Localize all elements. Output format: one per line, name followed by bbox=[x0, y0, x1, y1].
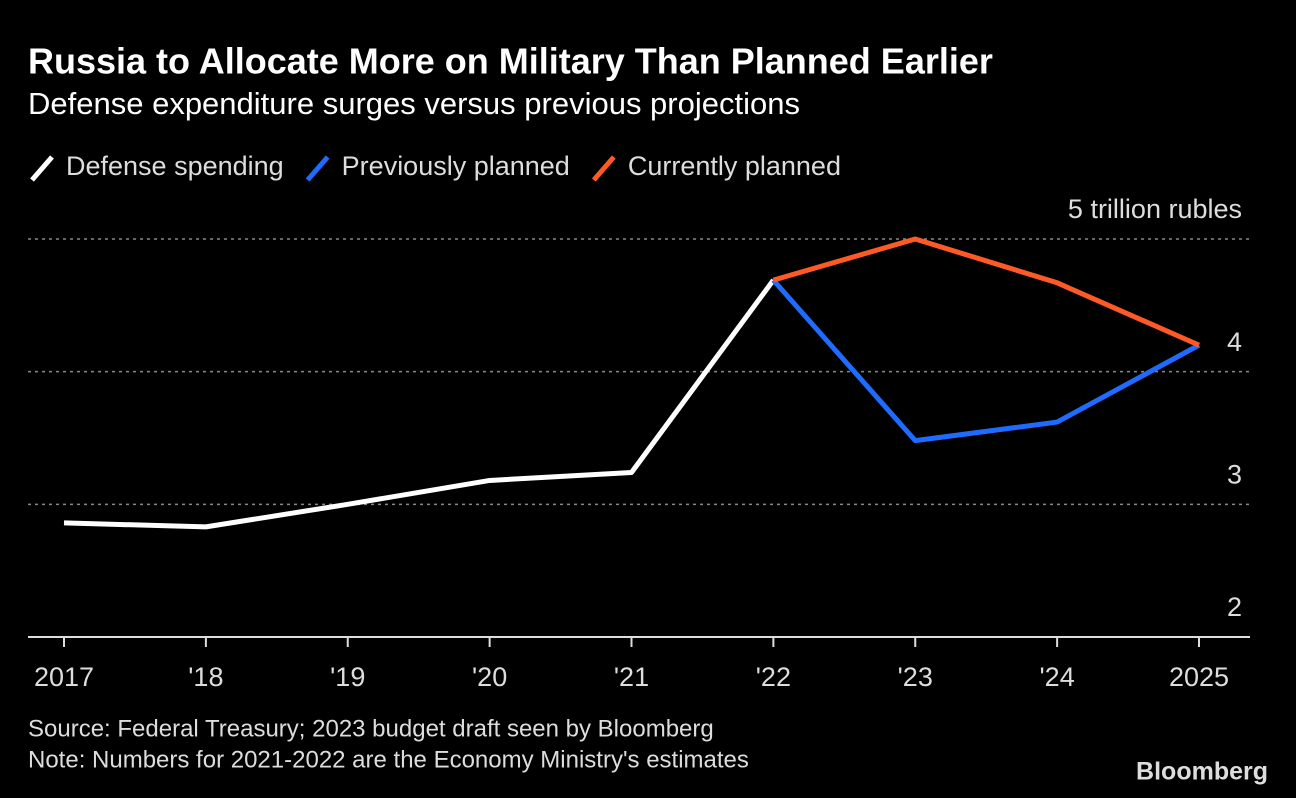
legend-label: Previously planned bbox=[342, 151, 570, 181]
legend-swatch bbox=[305, 155, 330, 182]
legend-swatch bbox=[30, 155, 54, 182]
y-tick-label: 5 trillion rubles bbox=[1068, 194, 1242, 224]
x-tick-label: '19 bbox=[330, 662, 365, 692]
line-series bbox=[771, 278, 1201, 444]
x-tick-label: 2025 bbox=[1169, 662, 1229, 692]
x-tick-label: '20 bbox=[472, 662, 507, 692]
x-tick-label: '23 bbox=[898, 662, 933, 692]
x-tick-label: 2017 bbox=[34, 662, 94, 692]
y-tick-label: 4 bbox=[1227, 327, 1242, 357]
x-tick-label: '24 bbox=[1040, 662, 1075, 692]
y-tick-label: 2 bbox=[1227, 592, 1242, 622]
chart-title: Russia to Allocate More on Military Than… bbox=[28, 41, 993, 82]
legend-label: Currently planned bbox=[628, 151, 841, 181]
legend-swatch bbox=[591, 155, 616, 182]
source: Source: Federal Treasury; 2023 budget dr… bbox=[28, 715, 714, 742]
brand: Bloomberg bbox=[1136, 758, 1268, 786]
chart-subtitle: Defense expenditure surges versus previo… bbox=[28, 86, 800, 121]
note: Note: Numbers for 2021-2022 are the Econ… bbox=[28, 746, 749, 773]
y-tick-label: 3 bbox=[1227, 459, 1242, 489]
legend-label: Defense spending bbox=[66, 151, 284, 181]
x-tick-label: '21 bbox=[614, 662, 649, 692]
x-tick-label: '18 bbox=[188, 662, 223, 692]
x-tick-label: '22 bbox=[756, 662, 791, 692]
line-series bbox=[63, 278, 776, 530]
line-series bbox=[772, 236, 1201, 348]
